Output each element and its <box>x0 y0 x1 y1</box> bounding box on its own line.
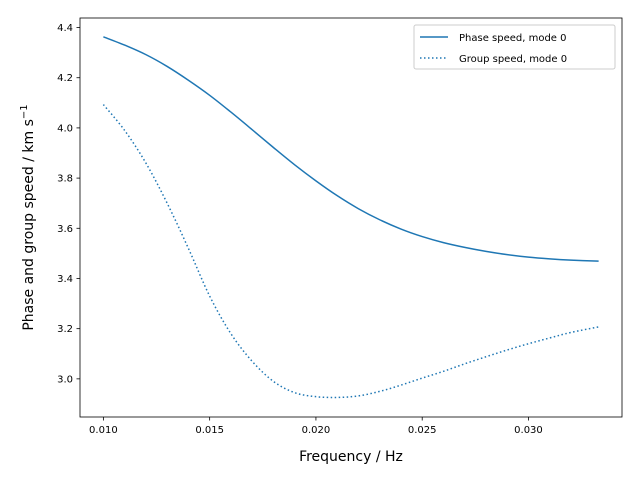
y-tick-label: 3.2 <box>57 324 73 335</box>
x-axis-label: Frequency / Hz <box>299 449 403 465</box>
y-tick-label: 3.8 <box>57 174 73 185</box>
y-axis: 3.0 3.2 3.4 3.6 3.8 4.0 4.2 4.4 <box>57 23 80 385</box>
phase-speed-line <box>103 36 599 262</box>
x-tick-label: 0.015 <box>195 425 224 436</box>
group-speed-line <box>102 104 599 399</box>
y-tick-label: 3.0 <box>57 374 73 385</box>
legend-box <box>413 24 616 70</box>
y-axis-label-text: Phase and group speed / km s <box>21 119 37 331</box>
y-tick-label: 4.0 <box>57 123 73 134</box>
y-tick-label: 4.4 <box>57 23 73 34</box>
y-tick-label: 4.2 <box>57 73 73 84</box>
y-tick-label: 3.6 <box>57 224 73 235</box>
x-tick-label: 0.030 <box>514 425 543 436</box>
y-tick-label: 3.4 <box>57 274 73 285</box>
legend-label: Group speed, mode 0 <box>459 54 567 65</box>
legend: Phase speed, mode 0 Group speed, mode 0 <box>413 24 616 70</box>
x-tick-label: 0.010 <box>89 425 118 436</box>
x-axis: 0.010 0.015 0.020 0.025 0.030 <box>89 417 543 436</box>
plot-content <box>102 36 599 399</box>
x-tick-label: 0.020 <box>302 425 331 436</box>
y-axis-label-superscript: −1 <box>19 104 30 119</box>
y-axis-label: Phase and group speed / km s−1 <box>19 104 37 330</box>
x-tick-label: 0.025 <box>408 425 437 436</box>
legend-label: Phase speed, mode 0 <box>459 33 567 44</box>
plot-frame <box>79 17 623 418</box>
